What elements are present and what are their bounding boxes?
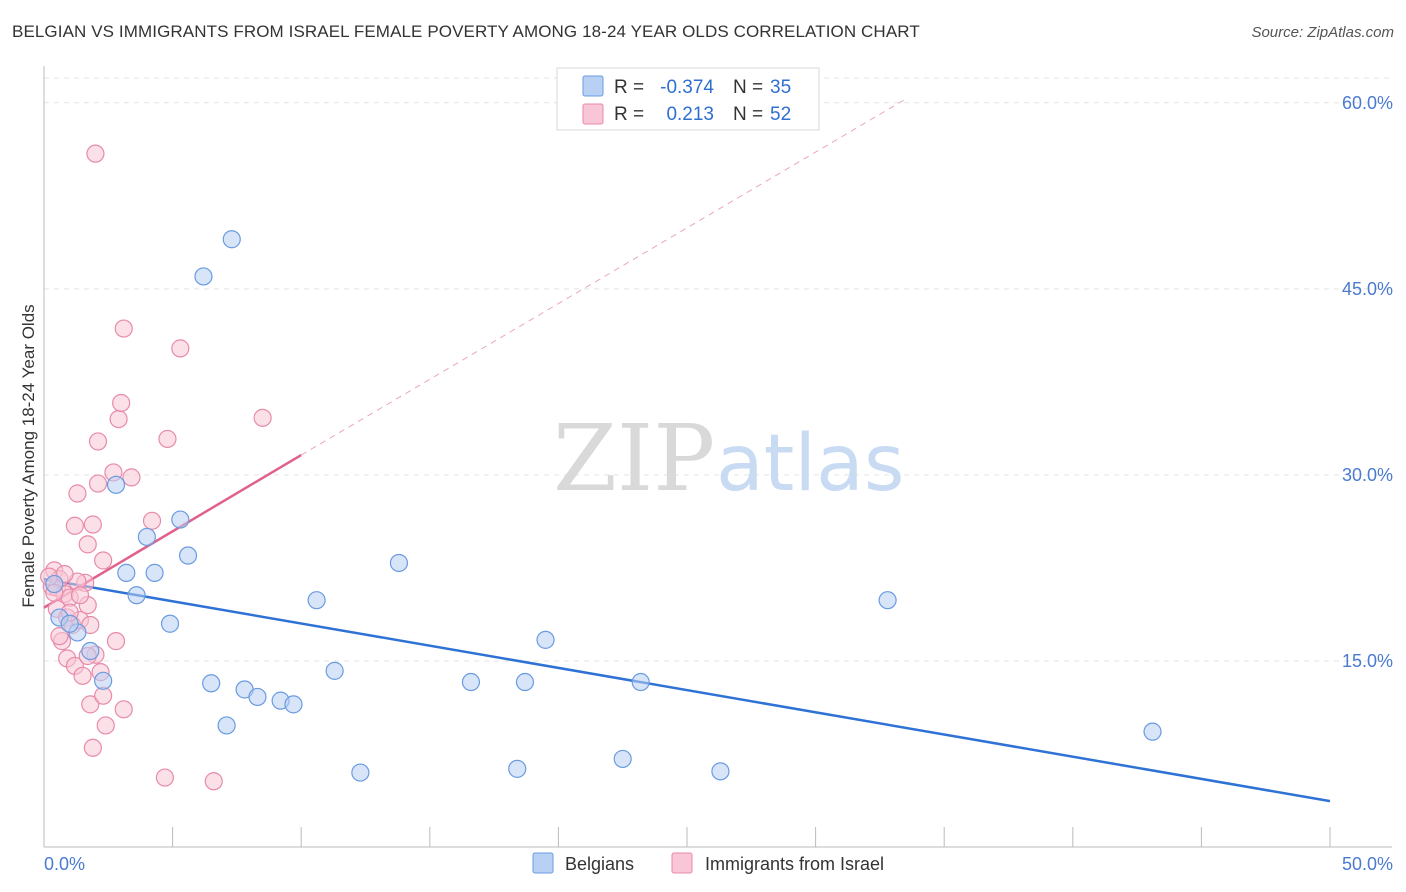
legend-r-label-0: R =	[614, 77, 644, 98]
legend-r-value-0: -0.374	[660, 77, 714, 98]
point-belgians	[613, 749, 632, 769]
point-israel	[78, 535, 97, 554]
point-israel	[68, 484, 87, 503]
grid-lines	[44, 77, 1392, 662]
bottom-legend-swatch-israel	[671, 852, 693, 874]
point-belgians	[145, 563, 164, 582]
axes	[43, 66, 1392, 848]
point-belgians	[117, 563, 136, 582]
point-belgians	[127, 586, 146, 605]
point-israel	[109, 409, 128, 429]
point-israel	[50, 627, 69, 646]
x-tick-label: 0.0%	[44, 854, 85, 874]
point-belgians	[160, 614, 180, 633]
watermark-zip: ZIP	[553, 405, 715, 512]
point-israel	[253, 408, 272, 427]
point-israel	[83, 738, 102, 757]
point-israel	[70, 586, 90, 605]
point-belgians	[202, 674, 221, 693]
point-belgians	[389, 553, 409, 573]
point-belgians	[81, 641, 100, 661]
legend-n-value-0: 35	[770, 77, 791, 98]
point-belgians	[631, 672, 650, 692]
y-tick-label: 60.0%	[1342, 93, 1393, 113]
y-axis-label: Female Poverty Among 18-24 Year Olds	[19, 304, 38, 607]
legend-n-value-1: 52	[770, 104, 791, 125]
series-legend: Belgians Immigrants from Israel	[532, 852, 884, 874]
point-belgians	[536, 630, 555, 649]
legend-r-label-1: R =	[614, 104, 644, 125]
bottom-legend-swatch-belgians	[532, 852, 554, 874]
trend-line-belgians	[43, 577, 1331, 803]
point-israel	[83, 515, 102, 534]
legend-n-label-0: N =	[733, 77, 763, 98]
point-belgians	[60, 614, 79, 633]
point-belgians	[508, 759, 527, 778]
point-israel	[65, 516, 84, 535]
point-israel	[171, 339, 190, 358]
point-belgians	[94, 671, 113, 690]
point-belgians	[351, 763, 370, 782]
point-israel	[81, 695, 100, 714]
legend-swatch-belgians	[582, 75, 604, 97]
bottom-legend-label-israel: Immigrants from Israel	[705, 854, 884, 874]
point-israel	[204, 772, 223, 791]
point-israel	[94, 551, 113, 570]
x-tick-labels: 0.0% 50.0%	[44, 854, 1393, 874]
legend-swatch-israel	[582, 103, 604, 125]
point-israel	[142, 511, 162, 530]
point-israel	[88, 474, 108, 493]
point-israel	[122, 468, 141, 487]
y-tick-label: 45.0%	[1342, 279, 1393, 299]
point-belgians	[325, 661, 344, 680]
stats-legend: R = -0.374 N = 35 R = 0.213 N = 52	[556, 67, 820, 131]
point-belgians	[307, 591, 326, 610]
point-belgians	[284, 695, 303, 714]
y-tick-label: 15.0%	[1342, 651, 1393, 671]
y-tick-label: 30.0%	[1342, 465, 1393, 485]
legend-r-value-1: 0.213	[666, 104, 714, 125]
point-israel	[88, 432, 108, 451]
point-belgians	[106, 475, 126, 494]
point-belgians	[137, 527, 156, 547]
point-israel	[158, 429, 177, 449]
point-israel	[73, 666, 92, 685]
point-israel	[96, 716, 115, 735]
x-tick-label: 50.0%	[1342, 854, 1393, 874]
bottom-legend-label-belgians: Belgians	[565, 854, 634, 874]
point-belgians	[248, 687, 267, 707]
point-belgians	[1143, 722, 1162, 741]
point-belgians	[878, 591, 897, 610]
trend-line-israel	[300, 98, 906, 456]
legend-n-label-1: N =	[733, 104, 763, 125]
point-israel	[86, 144, 105, 163]
point-israel	[106, 632, 126, 651]
point-israel	[114, 319, 133, 338]
point-israel	[155, 768, 174, 787]
point-israel	[112, 393, 131, 413]
chart-title: BELGIAN VS IMMIGRANTS FROM ISRAEL FEMALE…	[12, 22, 920, 41]
point-belgians	[45, 574, 64, 594]
point-belgians	[194, 267, 213, 286]
point-belgians	[217, 716, 236, 735]
data-points	[40, 144, 1162, 791]
chart-source: Source: ZipAtlas.com	[1251, 24, 1394, 41]
y-tick-labels: 15.0% 30.0% 45.0% 60.0%	[1342, 93, 1393, 671]
point-belgians	[461, 672, 481, 692]
point-belgians	[711, 762, 730, 781]
point-belgians	[171, 510, 190, 529]
watermark: ZIP atlas	[553, 405, 905, 512]
watermark-atlas: atlas	[716, 419, 905, 509]
point-belgians	[515, 672, 535, 692]
point-belgians	[178, 546, 198, 565]
point-israel	[114, 700, 133, 719]
point-belgians	[222, 230, 241, 249]
